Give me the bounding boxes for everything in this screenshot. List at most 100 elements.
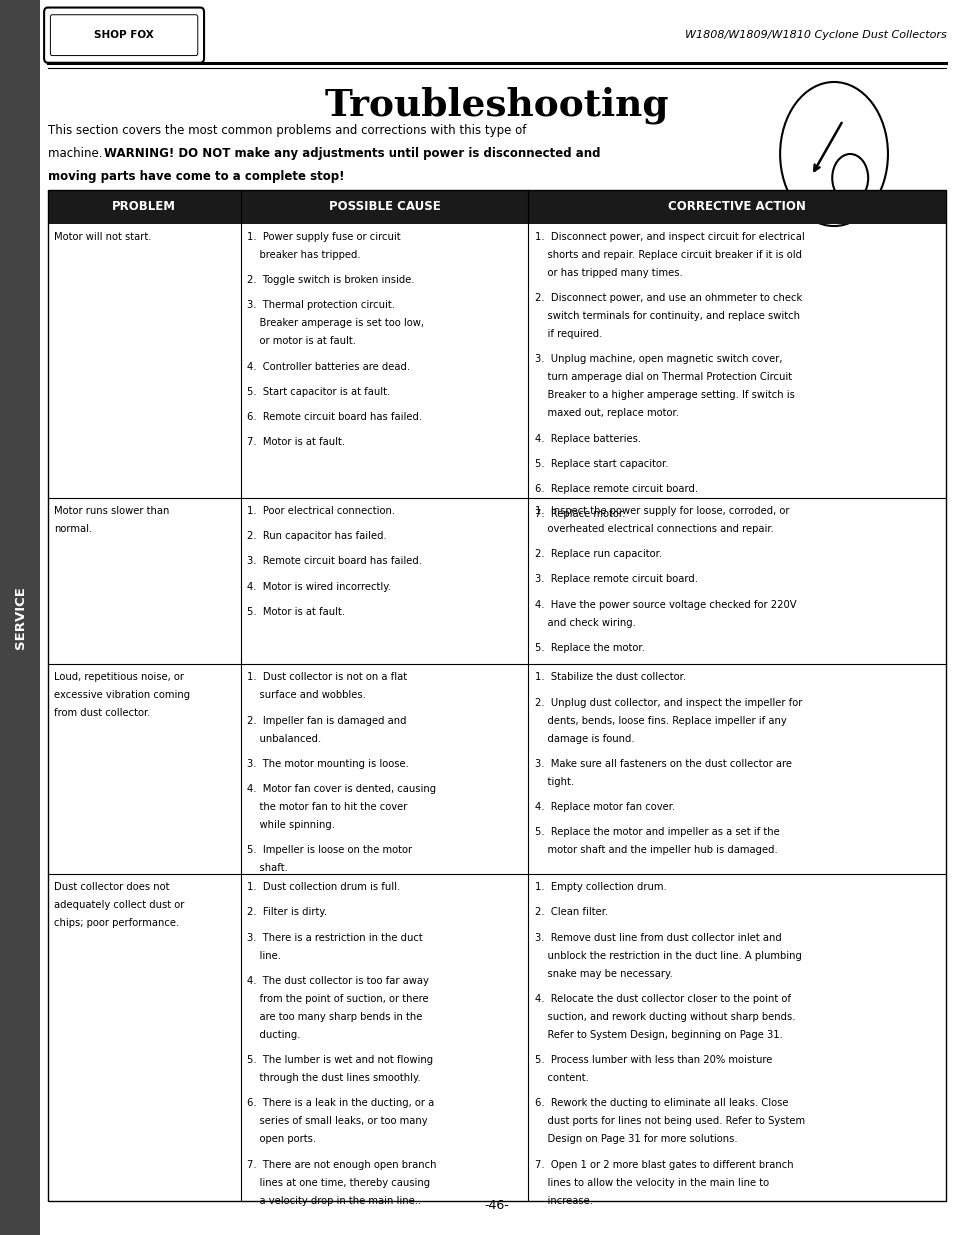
Text: shaft.: shaft. (247, 863, 288, 873)
Text: SHOP FOX: SHOP FOX (94, 30, 153, 41)
Text: suction, and rework ducting without sharp bends.: suction, and rework ducting without shar… (535, 1011, 795, 1021)
Text: from the point of suction, or there: from the point of suction, or there (247, 994, 429, 1004)
Text: dents, bends, loose fins. Replace impeller if any: dents, bends, loose fins. Replace impell… (535, 716, 785, 726)
Text: ducting.: ducting. (247, 1030, 300, 1040)
Text: 6.  There is a leak in the ducting, or a: 6. There is a leak in the ducting, or a (247, 1098, 434, 1108)
Text: 4.  The dust collector is too far away: 4. The dust collector is too far away (247, 976, 429, 986)
Text: chips; poor performance.: chips; poor performance. (54, 919, 179, 929)
Text: series of small leaks, or too many: series of small leaks, or too many (247, 1116, 427, 1126)
Text: 2.  Toggle switch is broken inside.: 2. Toggle switch is broken inside. (247, 275, 415, 285)
Text: 6.  Remote circuit board has failed.: 6. Remote circuit board has failed. (247, 412, 422, 422)
Text: 3.  Remove dust line from dust collector inlet and: 3. Remove dust line from dust collector … (535, 932, 781, 942)
Text: Breaker to a higher amperage setting. If switch is: Breaker to a higher amperage setting. If… (535, 390, 794, 400)
Text: shorts and repair. Replace circuit breaker if it is old: shorts and repair. Replace circuit break… (535, 249, 801, 261)
Text: Design on Page 31 for more solutions.: Design on Page 31 for more solutions. (535, 1134, 737, 1145)
Text: 3.  Replace remote circuit board.: 3. Replace remote circuit board. (535, 574, 697, 584)
Text: 1.  Stabilize the dust collector.: 1. Stabilize the dust collector. (535, 673, 685, 683)
Text: 5.  Impeller is loose on the motor: 5. Impeller is loose on the motor (247, 845, 412, 856)
Text: 6.  Replace remote circuit board.: 6. Replace remote circuit board. (535, 484, 698, 494)
Text: 4.  Relocate the dust collector closer to the point of: 4. Relocate the dust collector closer to… (535, 994, 790, 1004)
Text: 1.  Power supply fuse or circuit: 1. Power supply fuse or circuit (247, 232, 400, 242)
Text: 2.  Clean filter.: 2. Clean filter. (535, 908, 607, 918)
Text: 4.  Controller batteries are dead.: 4. Controller batteries are dead. (247, 362, 410, 372)
Text: Loud, repetitious noise, or: Loud, repetitious noise, or (54, 673, 184, 683)
Text: lines at one time, thereby causing: lines at one time, thereby causing (247, 1177, 430, 1188)
Text: 2.  Filter is dirty.: 2. Filter is dirty. (247, 908, 327, 918)
Text: 5.  Replace the motor and impeller as a set if the: 5. Replace the motor and impeller as a s… (535, 827, 779, 837)
FancyBboxPatch shape (44, 7, 204, 63)
Text: surface and wobbles.: surface and wobbles. (247, 690, 366, 700)
Text: 7.  Open 1 or 2 more blast gates to different branch: 7. Open 1 or 2 more blast gates to diffe… (535, 1160, 793, 1170)
Text: unbalanced.: unbalanced. (247, 734, 321, 743)
Text: -46-: -46- (484, 1199, 509, 1212)
Text: through the dust lines smoothly.: through the dust lines smoothly. (247, 1073, 420, 1083)
Text: line.: line. (247, 951, 281, 961)
Text: from dust collector.: from dust collector. (54, 709, 151, 719)
Text: snake may be necessary.: snake may be necessary. (535, 968, 672, 978)
Text: 3.  Unplug machine, open magnetic switch cover,: 3. Unplug machine, open magnetic switch … (535, 354, 781, 364)
Text: tight.: tight. (535, 777, 574, 787)
Text: CORRECTIVE ACTION: CORRECTIVE ACTION (668, 200, 805, 214)
Text: damage is found.: damage is found. (535, 734, 634, 743)
Text: PROBLEM: PROBLEM (112, 200, 176, 214)
Text: 2.  Replace run capacitor.: 2. Replace run capacitor. (535, 550, 661, 559)
Text: 1.  Inspect the power supply for loose, corroded, or: 1. Inspect the power supply for loose, c… (535, 506, 788, 516)
Text: Refer to System Design, beginning on Page 31.: Refer to System Design, beginning on Pag… (535, 1030, 781, 1040)
Bar (48, 190, 945, 224)
Text: 3.  Remote circuit board has failed.: 3. Remote circuit board has failed. (247, 556, 422, 567)
Text: 5.  Start capacitor is at fault.: 5. Start capacitor is at fault. (247, 387, 390, 396)
Text: 5.  The lumber is wet and not flowing: 5. The lumber is wet and not flowing (247, 1055, 433, 1065)
Text: 6.  Rework the ducting to eliminate all leaks. Close: 6. Rework the ducting to eliminate all l… (535, 1098, 787, 1108)
Text: are too many sharp bends in the: are too many sharp bends in the (247, 1011, 422, 1021)
FancyBboxPatch shape (51, 15, 197, 56)
Text: This section covers the most common problems and corrections with this type of: This section covers the most common prob… (48, 124, 525, 137)
Text: 4.  Replace motor fan cover.: 4. Replace motor fan cover. (535, 802, 675, 813)
Text: maxed out, replace motor.: maxed out, replace motor. (535, 409, 679, 419)
Text: and check wiring.: and check wiring. (535, 618, 635, 627)
Text: moving parts have come to a complete stop!: moving parts have come to a complete sto… (48, 169, 344, 183)
Text: 5.  Replace the motor.: 5. Replace the motor. (535, 642, 644, 653)
Text: 2.  Run capacitor has failed.: 2. Run capacitor has failed. (247, 531, 387, 541)
Text: 4.  Have the power source voltage checked for 220V: 4. Have the power source voltage checked… (535, 599, 796, 610)
Text: Motor will not start.: Motor will not start. (54, 232, 152, 242)
Text: 1.  Empty collection drum.: 1. Empty collection drum. (535, 882, 666, 892)
Text: Dust collector does not: Dust collector does not (54, 882, 170, 892)
Text: 4.  Motor is wired incorrectly.: 4. Motor is wired incorrectly. (247, 582, 391, 592)
Text: Troubleshooting: Troubleshooting (324, 86, 669, 125)
Text: 5.  Replace start capacitor.: 5. Replace start capacitor. (535, 459, 668, 469)
Text: Breaker amperage is set too low,: Breaker amperage is set too low, (247, 319, 424, 329)
Text: breaker has tripped.: breaker has tripped. (247, 249, 360, 261)
Text: 4.  Replace batteries.: 4. Replace batteries. (535, 433, 640, 443)
Text: machine.: machine. (48, 147, 106, 159)
Text: SERVICE: SERVICE (13, 587, 27, 648)
Text: content.: content. (535, 1073, 588, 1083)
Text: POSSIBLE CAUSE: POSSIBLE CAUSE (329, 200, 440, 214)
Text: motor shaft and the impeller hub is damaged.: motor shaft and the impeller hub is dama… (535, 845, 777, 856)
Text: if required.: if required. (535, 330, 601, 340)
Text: normal.: normal. (54, 524, 92, 534)
Text: 1.  Dust collection drum is full.: 1. Dust collection drum is full. (247, 882, 400, 892)
Text: 3.  The motor mounting is loose.: 3. The motor mounting is loose. (247, 760, 409, 769)
Text: 2.  Disconnect power, and use an ohmmeter to check: 2. Disconnect power, and use an ohmmeter… (535, 293, 801, 304)
Text: turn amperage dial on Thermal Protection Circuit: turn amperage dial on Thermal Protection… (535, 373, 791, 383)
Text: 7.  There are not enough open branch: 7. There are not enough open branch (247, 1160, 436, 1170)
Text: W1808/W1809/W1810 Cyclone Dust Collectors: W1808/W1809/W1810 Cyclone Dust Collector… (684, 30, 945, 41)
Text: while spinning.: while spinning. (247, 820, 335, 830)
Text: WARNING! DO NOT make any adjustments until power is disconnected and: WARNING! DO NOT make any adjustments unt… (104, 147, 600, 159)
Text: excessive vibration coming: excessive vibration coming (54, 690, 190, 700)
Text: 7.  Replace motor.: 7. Replace motor. (535, 509, 624, 520)
Text: 1.  Poor electrical connection.: 1. Poor electrical connection. (247, 506, 395, 516)
Text: Motor runs slower than: Motor runs slower than (54, 506, 170, 516)
Text: 5.  Process lumber with less than 20% moisture: 5. Process lumber with less than 20% moi… (535, 1055, 771, 1065)
Text: a velocity drop in the main line..: a velocity drop in the main line.. (247, 1195, 421, 1205)
Text: 1.  Disconnect power, and inspect circuit for electrical: 1. Disconnect power, and inspect circuit… (535, 232, 803, 242)
Text: dust ports for lines not being used. Refer to System: dust ports for lines not being used. Ref… (535, 1116, 804, 1126)
Text: 3.  Thermal protection circuit.: 3. Thermal protection circuit. (247, 300, 395, 310)
Text: 1.  Dust collector is not on a flat: 1. Dust collector is not on a flat (247, 673, 407, 683)
Text: 5.  Motor is at fault.: 5. Motor is at fault. (247, 606, 345, 616)
Text: unblock the restriction in the duct line. A plumbing: unblock the restriction in the duct line… (535, 951, 801, 961)
Text: adequately collect dust or: adequately collect dust or (54, 900, 184, 910)
Text: 3.  Make sure all fasteners on the dust collector are: 3. Make sure all fasteners on the dust c… (535, 760, 791, 769)
Text: overheated electrical connections and repair.: overheated electrical connections and re… (535, 524, 773, 534)
Bar (48, 190, 945, 1200)
